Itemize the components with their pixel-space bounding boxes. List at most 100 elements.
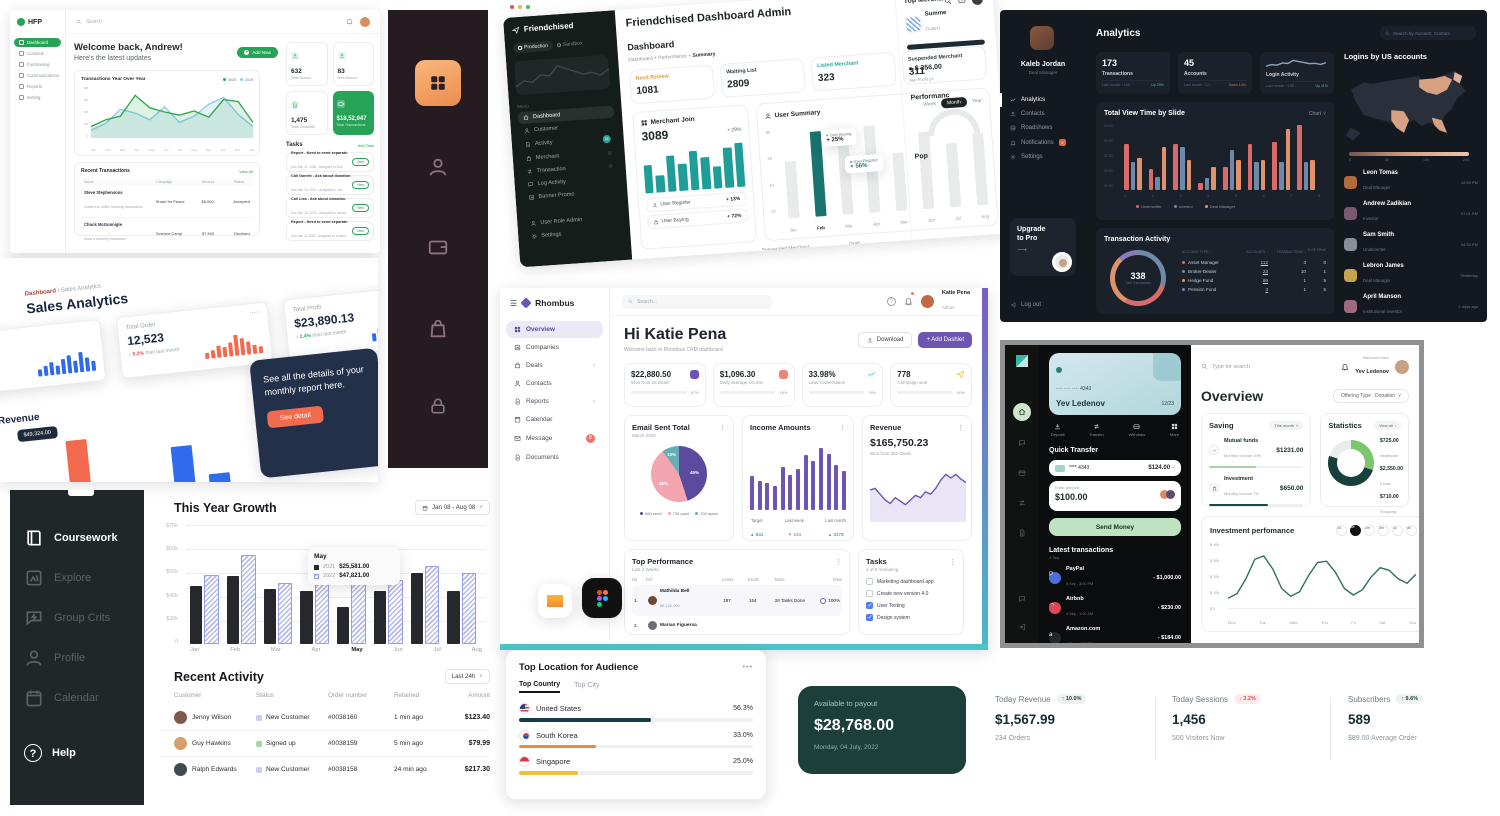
pill-1m[interactable]: 1m: [1364, 525, 1375, 536]
message-icon[interactable]: [1018, 595, 1026, 603]
transfer-icon[interactable]: [1018, 499, 1026, 507]
sidebar-item-group-crits[interactable]: Group Crits: [10, 598, 144, 638]
sidebar-preview-thumb[interactable]: [514, 54, 611, 96]
table-row[interactable]: Steve Stephensons Created an offline recu…: [81, 186, 253, 218]
sidebar-item-fundraising[interactable]: Fundraising: [14, 60, 61, 69]
logout-button[interactable]: Log out: [1000, 298, 1051, 312]
sidebar-item-calendar[interactable]: Calendar: [10, 678, 144, 718]
transaction-row[interactable]: ◠ Airbnb 4 Sep , 1:00 AM - $230.00: [1049, 596, 1181, 616]
close-icon[interactable]: [510, 5, 514, 9]
chat-icon[interactable]: [1018, 439, 1026, 447]
action-transfer[interactable]: Transfer: [1089, 423, 1104, 437]
login-list-item[interactable]: Sam Smith Underwriter 04:34 PM: [1344, 232, 1478, 256]
pill-1y[interactable]: 1y: [1392, 525, 1403, 536]
sidebar-item-notifications[interactable]: Notifications 2: [1000, 135, 1086, 150]
view-button[interactable]: View: [351, 158, 369, 166]
lock-icon[interactable]: [428, 396, 448, 416]
sidebar-item-dashboard[interactable]: Dashboard: [14, 38, 61, 47]
saving-period-dropdown[interactable]: This month ˅: [1269, 421, 1304, 430]
task-checkbox-row[interactable]: User Testing: [866, 602, 956, 609]
view-button[interactable]: View: [351, 227, 369, 235]
table-row[interactable]: Chuck McGonnigle Made a recurring transac…: [84, 222, 250, 241]
sidebar-item-setting[interactable]: Setting: [14, 93, 61, 102]
pill-1w[interactable]: 1w: [1350, 525, 1361, 536]
wallet-icon[interactable]: [427, 236, 449, 258]
bell-icon[interactable]: [904, 297, 913, 306]
add-task-link[interactable]: Add Task: [357, 142, 374, 148]
logout-icon[interactable]: [1018, 623, 1026, 631]
view-all-link[interactable]: View All: [239, 168, 253, 174]
sidebar-item-reports[interactable]: Reports ›: [506, 393, 603, 410]
download-button[interactable]: Download: [857, 331, 913, 348]
transaction-row[interactable]: a Amazon.com 4 Sep , 4:30 PM - $184.00: [1049, 626, 1181, 646]
date-range-dropdown[interactable]: Jan 08 - Aug 08 ˅: [415, 500, 490, 515]
avatar[interactable]: [920, 295, 934, 308]
view-button[interactable]: View: [351, 181, 369, 189]
see-detail-button[interactable]: See detail: [266, 405, 325, 429]
sidebar-item-analytics[interactable]: Analytics: [1000, 93, 1086, 107]
add-new-button[interactable]: + Add New: [237, 46, 278, 58]
sketch-icon[interactable]: [538, 584, 572, 618]
chart-bag-icon[interactable]: [427, 318, 449, 340]
add-dashlet-button[interactable]: + Add Dashlet: [918, 331, 972, 348]
help-icon[interactable]: ?: [886, 297, 896, 306]
sidebar-item-documents[interactable]: Documents: [506, 449, 603, 466]
login-list-item[interactable]: Lebron James Deal Manager Yesterday: [1344, 263, 1478, 287]
search-input[interactable]: Type for search: [1201, 363, 1250, 370]
table-row[interactable]: Hedge Fund 69 1 5: [1182, 278, 1326, 283]
task-checkbox-row[interactable]: Marketing dashboard app: [866, 578, 956, 585]
search-input[interactable]: Search...: [622, 294, 772, 309]
sidebar-item-reports[interactable]: Reports: [14, 82, 61, 91]
pill-all[interactable]: all: [1406, 525, 1417, 536]
minimize-icon[interactable]: [518, 5, 522, 9]
amount-input[interactable]: Enter amount $100.00: [1049, 481, 1181, 511]
more-menu-icon[interactable]: ⋮: [949, 558, 956, 566]
more-menu-icon[interactable]: ⋮: [719, 424, 726, 432]
search-input[interactable]: Search by Account, Contact: [1380, 26, 1476, 40]
sidebar-item-message[interactable]: Message 8: [506, 429, 603, 448]
more-menu-icon[interactable]: •••: [742, 664, 753, 671]
activity-row[interactable]: Jenny Wilson New Customer #0038160 1 min…: [160, 705, 490, 731]
sidebar-item-contacts[interactable]: Contacts: [14, 49, 61, 58]
doc-icon[interactable]: [1018, 529, 1026, 537]
env-sandbox[interactable]: Sandbox: [556, 41, 583, 49]
sidebar-item-roadshows[interactable]: Roadshows: [1000, 121, 1086, 135]
user-icon[interactable]: [427, 156, 449, 178]
more-menu-icon[interactable]: ⋮: [835, 558, 842, 566]
chart-dropdown[interactable]: Chart ˅: [1308, 110, 1326, 117]
last-24h-dropdown[interactable]: Last 24h ˅: [444, 669, 490, 684]
activity-row[interactable]: Guy Hawkins Signed up #0038159 5 min ago…: [160, 731, 490, 757]
action-more[interactable]: More: [1170, 423, 1179, 437]
from-card-select[interactable]: **** 4343 $124.00 ˅: [1049, 460, 1181, 476]
table-row[interactable]: 1. Mathilda Bell $8,192,000 187 154 28 Task…: [632, 585, 842, 616]
sidebar-item-deals[interactable]: Deals ›: [506, 357, 603, 374]
login-list-item[interactable]: Andrew Zadikian Investor 07:01 PM: [1344, 201, 1478, 225]
card-icon[interactable]: [1018, 469, 1026, 477]
rail-home-button[interactable]: [1013, 403, 1031, 421]
task-item[interactable]: Call Lisa - Ask about donation. Due Mar 1…: [286, 197, 374, 218]
more-menu-icon[interactable]: …: [250, 305, 260, 316]
action-deposit[interactable]: Deposit: [1051, 423, 1065, 437]
task-checkbox-row[interactable]: Design system: [866, 614, 956, 621]
table-row[interactable]: Broker-Dealer 23 10 1: [1182, 269, 1326, 274]
bell-icon[interactable]: [346, 18, 353, 25]
more-menu-icon[interactable]: ⋮: [839, 424, 846, 432]
view-button[interactable]: View: [351, 204, 369, 212]
bell-icon[interactable]: [1341, 363, 1349, 371]
login-list-item[interactable]: Leon Tomas Deal Manager 10:39 PM: [1344, 170, 1478, 194]
sidebar-item-settings[interactable]: Settings: [1000, 150, 1086, 164]
send-money-button[interactable]: Send Money: [1049, 518, 1181, 536]
login-list-item[interactable]: April Manson Institutional Investor 2 day…: [1344, 294, 1478, 318]
action-withdraw[interactable]: Withdraw: [1129, 423, 1145, 437]
avatar[interactable]: [1395, 359, 1409, 374]
sidebar-item-calendar[interactable]: Calendar: [506, 411, 603, 428]
activity-row[interactable]: Ralph Edwards New Customer #0038158 24 m…: [160, 757, 490, 782]
table-row[interactable]: 2. Marian Figuersa: [634, 621, 697, 630]
task-item[interactable]: Call Garrett - Ask about donation. Due Ma…: [286, 174, 374, 195]
maximize-icon[interactable]: [526, 5, 530, 9]
sidebar-item-profile[interactable]: Profile: [10, 638, 144, 678]
offering-type-dropdown[interactable]: Offering Type : Donation ˅: [1333, 389, 1409, 403]
env-production[interactable]: Production: [512, 40, 554, 54]
more-menu-icon[interactable]: ⋮: [957, 424, 964, 432]
